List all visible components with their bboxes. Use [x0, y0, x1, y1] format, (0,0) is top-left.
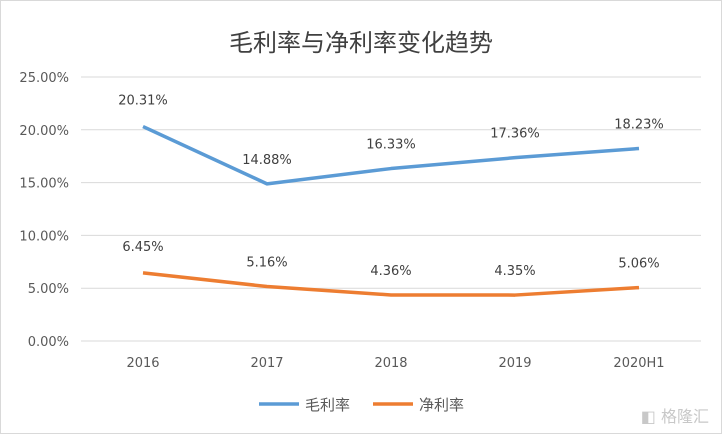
data-label: 20.31% — [118, 94, 168, 109]
y-tick-label: 15.00% — [19, 177, 69, 192]
x-tick-label: 2018 — [374, 356, 407, 371]
x-tick-label: 2019 — [498, 356, 531, 371]
x-tick-label: 2017 — [250, 356, 283, 371]
data-label: 14.88% — [242, 153, 292, 168]
data-label: 5.16% — [246, 256, 287, 271]
chart-title: 毛利率与净利率变化趋势 — [229, 29, 493, 57]
y-tick-label: 0.00% — [28, 335, 69, 350]
data-label: 17.36% — [490, 127, 540, 142]
legend-label: 净利率 — [419, 396, 464, 414]
data-label: 18.23% — [614, 117, 664, 132]
x-tick-label: 2016 — [126, 356, 159, 371]
y-tick-label: 10.00% — [19, 229, 69, 244]
series-line-0 — [142, 124, 640, 186]
data-label: 4.36% — [370, 264, 411, 279]
data-label: 6.45% — [122, 240, 163, 255]
x-tick-label: 2020H1 — [613, 356, 664, 371]
watermark-text: 格隆汇 — [660, 407, 709, 426]
y-tick-label: 25.00% — [19, 71, 69, 86]
y-tick-label: 20.00% — [19, 124, 69, 139]
watermark-logo: ◧ 格隆汇 — [640, 407, 709, 426]
data-label: 4.35% — [494, 264, 535, 279]
y-tick-label: 5.00% — [28, 282, 69, 297]
series-line-1 — [142, 271, 640, 297]
legend-label: 毛利率 — [305, 396, 350, 414]
data-label: 5.06% — [618, 257, 659, 272]
data-label: 16.33% — [366, 138, 416, 153]
